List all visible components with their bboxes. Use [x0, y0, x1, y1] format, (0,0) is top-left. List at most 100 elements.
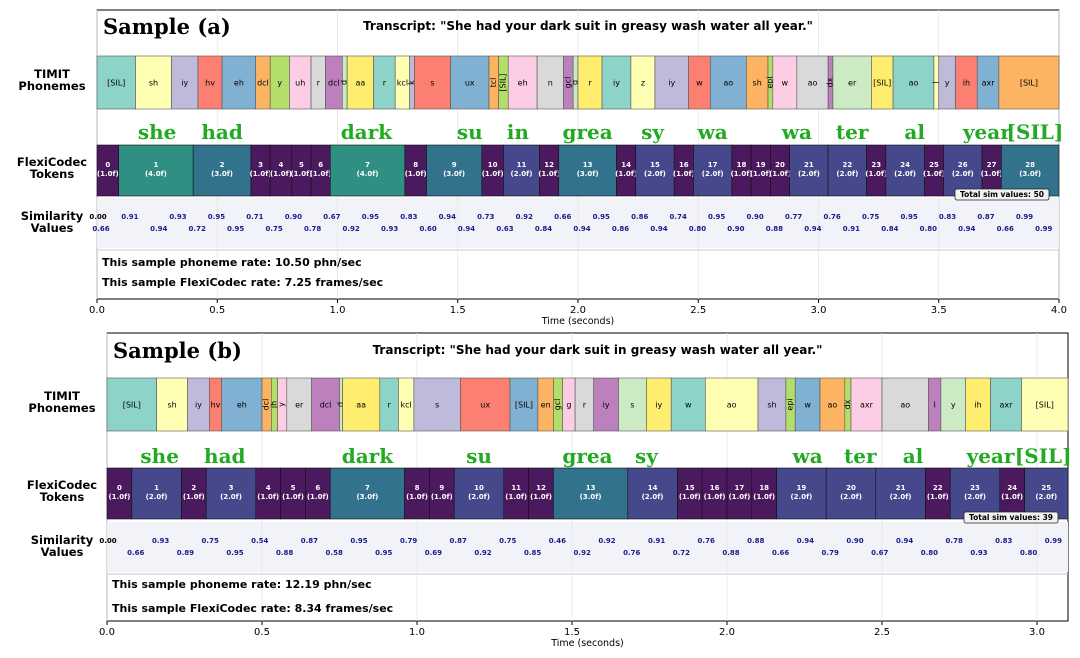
similarity-value: 0.86 — [612, 225, 629, 233]
similarity-band — [107, 522, 1068, 572]
token-index: 11 — [511, 484, 521, 492]
token-index: 16 — [679, 161, 689, 169]
token-index: 8 — [415, 484, 420, 492]
token-segment — [751, 467, 777, 520]
phoneme-segment — [990, 377, 1022, 432]
token-frames: (2.0f) — [798, 170, 820, 178]
similarity-value: 0.77 — [785, 213, 802, 221]
phoneme-segment — [414, 55, 451, 110]
token-frames: (1.0f) — [731, 170, 753, 178]
similarity-value: 0.66 — [772, 549, 789, 557]
phoneme-segment — [881, 377, 929, 432]
phoneme-label: s — [630, 401, 634, 410]
token-segment — [205, 467, 257, 520]
token-frames: (2.0f) — [894, 170, 916, 178]
token-frames: (3.0f) — [577, 170, 599, 178]
token-index: 18 — [737, 161, 747, 169]
similarity-value: 0.91 — [843, 225, 860, 233]
similarity-value: 0.85 — [524, 549, 541, 557]
phoneme-label: dcl — [328, 79, 340, 88]
phoneme-label: kcl — [401, 401, 412, 410]
token-frames: (1.0f) — [865, 170, 887, 178]
similarity-value: 0.73 — [477, 213, 494, 221]
similarity-value: 0.99 — [1045, 537, 1062, 545]
word-label: had — [204, 444, 246, 468]
similarity-value: 0.72 — [189, 225, 206, 233]
similarity-value: 0.78 — [946, 537, 963, 545]
x-tick-label: 2.5 — [690, 305, 706, 316]
token-segment — [118, 144, 194, 197]
token-frames: (1.0f) — [615, 170, 637, 178]
token-index: 23 — [970, 484, 980, 492]
phoneme-label: er — [848, 79, 857, 88]
token-index: 14 — [648, 484, 658, 492]
phoneme-segment — [850, 377, 883, 432]
token-index: 2 — [220, 161, 225, 169]
token-frames: (2.0f) — [146, 493, 168, 501]
word-label: [SIL] — [1007, 120, 1064, 144]
token-frames: (2.0f) — [964, 493, 986, 501]
phoneme-label: tcl — [489, 78, 498, 88]
phoneme-label: s — [430, 79, 434, 88]
row-label-tokens: FlexiCodec — [27, 478, 97, 492]
phoneme-label: [SIL] — [1036, 401, 1054, 410]
token-index: 13 — [583, 161, 593, 169]
token-segment — [305, 467, 331, 520]
phoneme-label: hv — [205, 79, 215, 88]
token-frames: (3.0f) — [211, 170, 233, 178]
phoneme-segment — [96, 55, 136, 110]
phoneme-segment — [221, 55, 257, 110]
token-index: 24 — [1007, 484, 1017, 492]
row-label-similarity: Values — [31, 221, 74, 235]
similarity-value: 0.75 — [266, 225, 283, 233]
token-index: 1 — [154, 484, 159, 492]
phoneme-segment — [965, 377, 991, 432]
token-frames: (2.0f) — [836, 170, 858, 178]
similarity-value: 0.95 — [208, 213, 225, 221]
token-index: 20 — [775, 161, 785, 169]
phoneme-label: en — [541, 401, 551, 410]
word-label: ter — [836, 120, 869, 144]
similarity-value: 0.84 — [881, 225, 898, 233]
token-index: 27 — [987, 161, 997, 169]
token-segment — [726, 467, 753, 520]
phoneme-segment — [577, 55, 603, 110]
phoneme-segment — [311, 377, 340, 432]
token-segment — [181, 467, 207, 520]
phoneme-label: r — [387, 401, 391, 410]
row-label-phonemes: TIMIT — [44, 389, 80, 403]
phoneme-label: r — [588, 79, 592, 88]
x-tick-label: 2.0 — [570, 305, 586, 316]
x-tick-label: 0.0 — [89, 305, 105, 316]
token-frames: (1.0f) — [290, 170, 312, 178]
phoneme-segment — [1021, 377, 1069, 432]
token-segment — [280, 467, 306, 520]
phoneme-label: ao — [808, 79, 818, 88]
similarity-value: 0.94 — [650, 225, 667, 233]
token-frames: (1.0f) — [505, 493, 527, 501]
token-frames: (1.0f) — [405, 170, 427, 178]
word-label: had — [201, 120, 243, 144]
similarity-value: 0.79 — [400, 537, 417, 545]
word-label: in — [507, 120, 530, 144]
token-frames: (1.0f) — [1001, 493, 1023, 501]
similarity-value: 0.95 — [350, 537, 367, 545]
word-label: sy — [635, 444, 659, 468]
phoneme-label: hv — [211, 401, 221, 410]
phoneme-label: dcl — [320, 401, 332, 410]
similarity-value: 0.90 — [727, 225, 744, 233]
token-frames: (1.0f) — [981, 170, 1003, 178]
token-index: 7 — [365, 161, 370, 169]
phoneme-label: epi — [765, 76, 774, 88]
phoneme-label: r — [583, 401, 587, 410]
phoneme-segment — [593, 377, 619, 432]
similarity-value: 0.88 — [766, 225, 783, 233]
similarity-value: 0.72 — [673, 549, 690, 557]
phoneme-segment — [536, 55, 564, 110]
similarity-value: 0.95 — [900, 213, 917, 221]
similarity-value: 0.95 — [708, 213, 725, 221]
token-segment — [789, 144, 829, 197]
phoneme-segment — [998, 55, 1060, 110]
similarity-value: 0.94 — [458, 225, 475, 233]
token-index: 25 — [929, 161, 939, 169]
